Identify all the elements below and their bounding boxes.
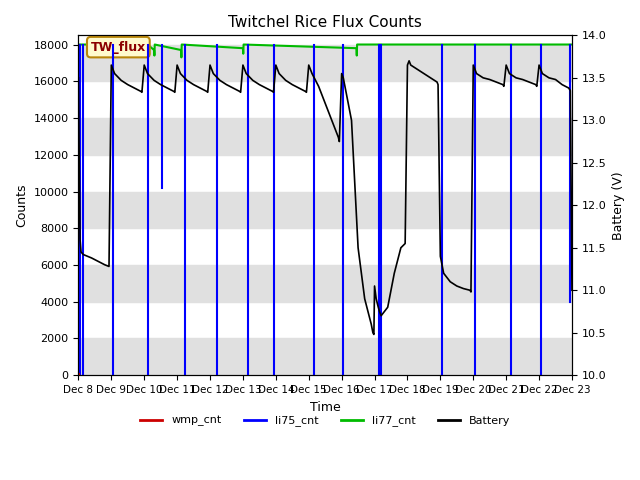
Bar [79,265,572,302]
Bar [79,338,572,375]
X-axis label: Time: Time [310,400,340,413]
Title: Twitchel Rice Flux Counts: Twitchel Rice Flux Counts [228,15,422,30]
Bar [79,45,572,81]
Bar [79,192,572,228]
Bar [79,118,572,155]
Y-axis label: Counts: Counts [15,183,28,227]
Text: TW_flux: TW_flux [91,41,146,54]
Y-axis label: Battery (V): Battery (V) [612,171,625,240]
Legend: wmp_cnt, li75_cnt, li77_cnt, Battery: wmp_cnt, li75_cnt, li77_cnt, Battery [136,411,515,431]
